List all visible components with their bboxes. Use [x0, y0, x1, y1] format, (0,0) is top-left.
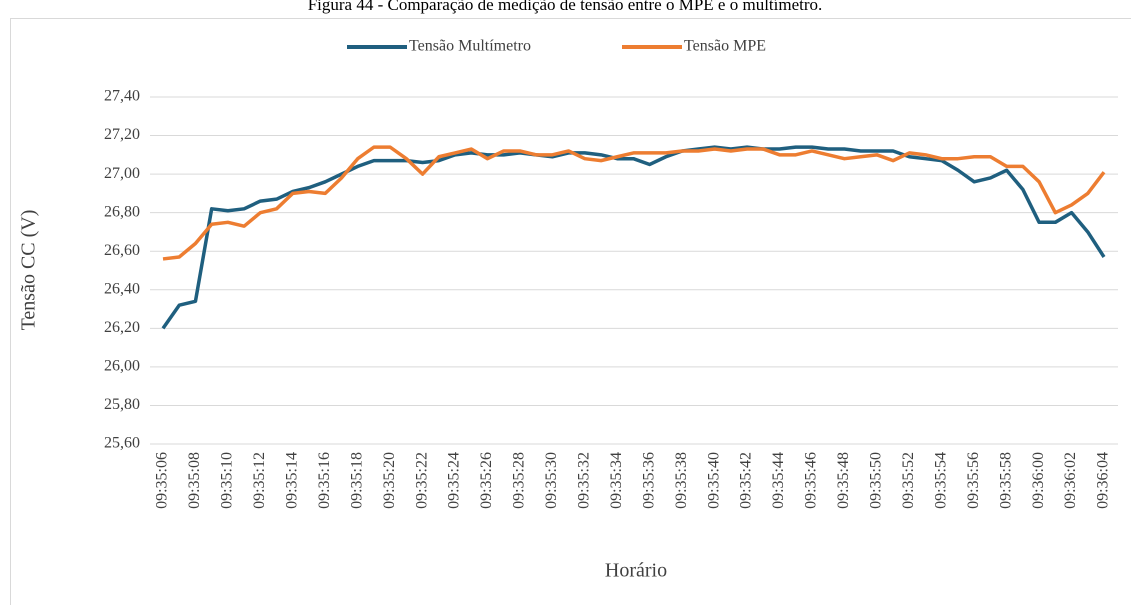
data-line	[162, 145, 1106, 261]
x-tick-label: 09:35:56	[965, 452, 982, 509]
x-tick-label: 09:35:42	[738, 452, 755, 509]
x-tick-label: 09:35:28	[511, 452, 528, 509]
x-tick-label: 09:35:36	[640, 452, 657, 509]
x-tick-label: 09:35:26	[478, 452, 495, 509]
y-tick-label: 26,40	[104, 280, 140, 297]
x-tick-label: 09:35:06	[154, 452, 171, 509]
x-tick-label: 09:36:02	[1062, 452, 1079, 509]
x-tick-label: 09:35:48	[835, 452, 852, 509]
y-tick-label: 26,20	[104, 319, 140, 336]
x-tick-label: 09:35:38	[673, 452, 690, 509]
y-tick-label: 27,00	[104, 165, 140, 182]
x-tick-label: 09:35:22	[413, 452, 430, 509]
x-tick-label: 09:35:20	[381, 452, 398, 509]
x-tick-label: 09:35:14	[283, 452, 300, 509]
x-tick-label: 09:35:58	[997, 452, 1014, 509]
x-tick-label: 09:35:08	[186, 452, 203, 509]
legend-label: Tensão MPE	[684, 38, 766, 55]
x-axis-label: Horário	[605, 560, 667, 582]
y-tick-label: 25,60	[104, 435, 140, 452]
x-tick-label: 09:35:18	[348, 452, 365, 509]
x-tick-label: 09:35:52	[900, 452, 917, 509]
x-tick-label: 09:35:24	[446, 452, 463, 509]
x-tick-label: 09:35:32	[575, 452, 592, 509]
y-tick-label: 26,60	[104, 242, 140, 259]
x-tick-label: 09:35:30	[543, 452, 560, 509]
chart-frame	[10, 18, 1131, 605]
data-line	[161, 145, 1106, 330]
y-tick-label: 27,40	[104, 88, 140, 105]
x-tick-label: 09:35:46	[803, 452, 820, 509]
x-tick-label: 09:36:00	[1030, 452, 1047, 509]
y-tick-label: 27,20	[104, 126, 140, 143]
x-tick-label: 09:36:04	[1095, 452, 1112, 509]
x-tick-label: 09:35:54	[932, 452, 949, 509]
y-tick-label: 25,80	[104, 396, 140, 413]
x-tick-label: 09:35:16	[316, 452, 333, 509]
x-tick-label: 09:35:50	[868, 452, 885, 509]
chart-title: Figura 44 - Comparação de medição de ten…	[308, 0, 823, 14]
x-tick-label: 09:35:44	[770, 452, 787, 509]
x-tick-label: 09:35:12	[251, 452, 268, 509]
y-tick-label: 26,00	[104, 358, 140, 375]
x-tick-label: 09:35:10	[219, 452, 236, 509]
x-tick-label: 09:35:40	[705, 452, 722, 509]
legend-label: Tensão Multímetro	[409, 38, 531, 55]
x-tick-label: 09:35:34	[608, 452, 625, 509]
y-tick-label: 26,80	[104, 203, 140, 220]
y-axis-label: Tensão CC (V)	[18, 210, 40, 331]
